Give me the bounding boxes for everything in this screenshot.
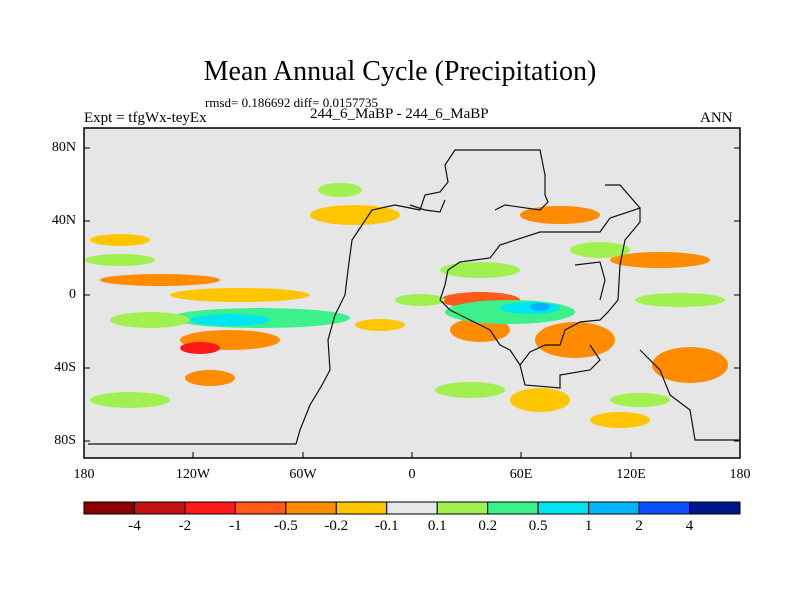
colorbar-swatch [386, 501, 438, 515]
lon-tick-60w: 60W [289, 467, 317, 482]
lon-tick-120w: 120W [175, 467, 211, 482]
experiment-label: Expt = tfgWx-teyEx [84, 110, 207, 126]
coastlines [88, 149, 740, 445]
colorbar-label: -1 [229, 518, 242, 534]
colorbar-swatch [588, 501, 640, 515]
colorbar [83, 501, 741, 515]
colorbar-swatch [133, 501, 186, 515]
colorbar-swatch [184, 501, 236, 515]
colorbar-label: 1 [584, 518, 593, 534]
season-label: ANN [700, 110, 733, 126]
colorbar-label: 0.1 [427, 518, 447, 534]
colorbar-swatch [638, 501, 691, 515]
lon-tick-180w: 180 [73, 467, 95, 482]
lon-tick-120e: 120E [616, 467, 646, 482]
lat-tick-40n: 40N [51, 213, 76, 228]
lat-tick-80s: 80S [54, 433, 76, 448]
plot-title: Mean Annual Cycle (Precipitation) [203, 56, 597, 87]
colorbar-label: 2 [635, 518, 643, 534]
colorbar-label: -0.5 [273, 518, 298, 534]
colorbar-label: -0.1 [374, 518, 399, 534]
colorbar-swatch [689, 501, 741, 515]
colorbar-label: 0.2 [478, 518, 498, 534]
colorbar-swatch [335, 501, 388, 515]
colorbar-label: -2 [178, 518, 192, 534]
lon-tick-180e: 180 [729, 467, 751, 482]
colorbar-swatch [285, 501, 337, 515]
colorbar-swatch [436, 501, 489, 515]
lon-tick-0: 0 [408, 467, 416, 482]
colorbar-label: -0.2 [324, 518, 349, 534]
colorbar-label: 0.5 [528, 518, 548, 534]
colorbar-swatch [537, 501, 590, 515]
colorbar-label: 4 [685, 518, 694, 534]
lat-tick-40s: 40S [54, 360, 76, 375]
lon-tick-60e: 60E [509, 467, 533, 482]
stats-label: rmsd= 0.186692 diff= 0.0157735 [205, 95, 378, 110]
lat-tick-0: 0 [69, 287, 76, 302]
colorbar-label: -4 [128, 518, 141, 534]
case-label: 244_6_MaBP - 244_6_MaBP [310, 106, 489, 122]
tick-marks [84, 147, 740, 458]
colorbar-swatch [234, 501, 287, 515]
precip-anomaly-field [85, 183, 728, 428]
colorbar-swatch [487, 501, 539, 515]
colorbar-swatch [83, 501, 135, 515]
lat-tick-80n: 80N [51, 140, 76, 155]
